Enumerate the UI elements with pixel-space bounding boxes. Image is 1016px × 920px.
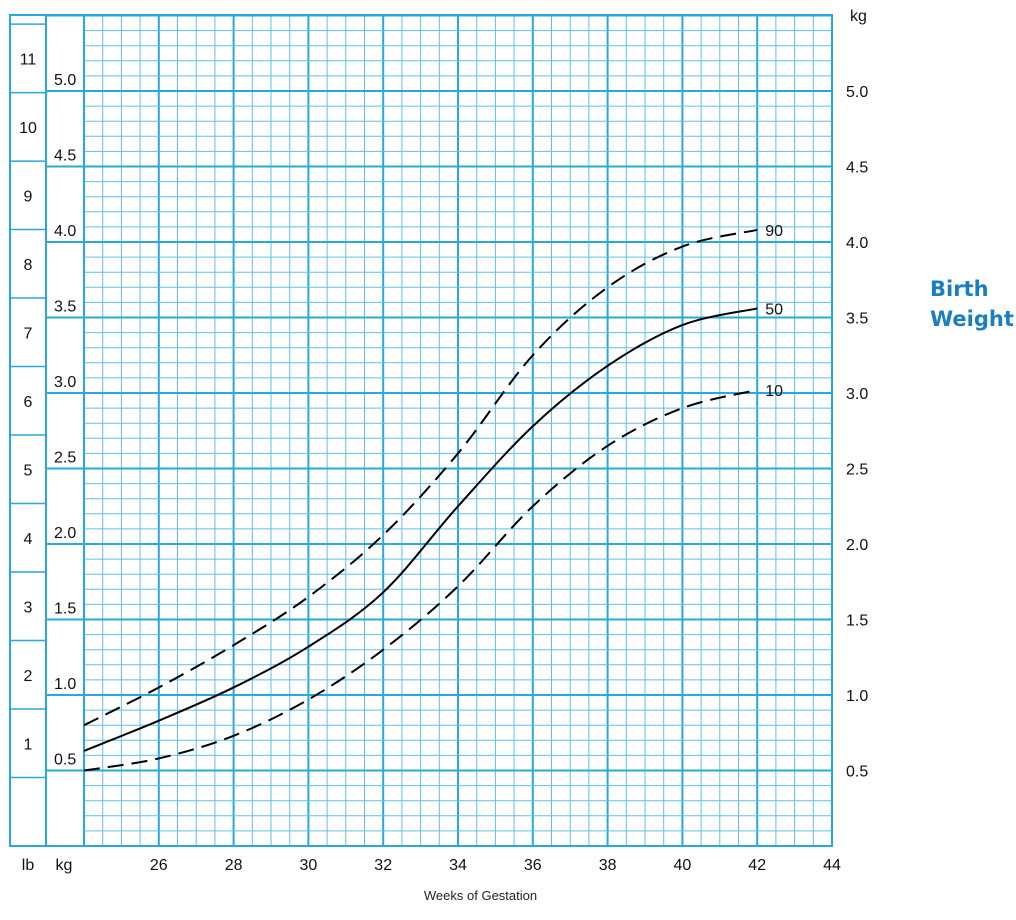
- kg-left-tick-label: 3.0: [54, 374, 76, 391]
- left-scale-strip: [9, 14, 85, 847]
- kg-column-border: [45, 14, 85, 847]
- x-tick-label: 26: [150, 857, 168, 874]
- chart-grid: [83, 14, 833, 847]
- x-tick-label: 40: [674, 857, 692, 874]
- lb-tick-label: 1: [24, 736, 33, 753]
- lb-tick-label: 8: [24, 257, 33, 274]
- series-group: [83, 228, 758, 772]
- kg-right-tick-label: 2.5: [846, 462, 868, 479]
- kg-left-tick-label: 1.5: [54, 601, 76, 618]
- kg-right-tick-label: 4.5: [846, 160, 868, 177]
- kg-right-tick-label: 5.0: [846, 84, 868, 101]
- lb-tick-label: 9: [24, 188, 33, 205]
- kg-left-tick-label: 4.0: [54, 223, 76, 240]
- lb-tick-label: 5: [24, 462, 33, 479]
- kg-right-tick-label: 1.0: [846, 688, 868, 705]
- kg-left-tick-label: 2.5: [54, 450, 76, 467]
- series-label-50: 50: [765, 301, 783, 318]
- grid-border: [83, 14, 833, 847]
- x-axis-label: Weeks of Gestation: [423, 888, 538, 903]
- kg-right-tick-label: 4.0: [846, 235, 868, 252]
- side-title-line2: Weight: [930, 307, 1014, 331]
- lb-tick-label: 4: [24, 531, 33, 548]
- x-tick-label: 34: [449, 857, 467, 874]
- series-label-10: 10: [765, 383, 783, 400]
- kg-left-tick-label: 5.0: [54, 72, 76, 89]
- lb-column-border: [9, 14, 47, 847]
- kg-right-tick-label: 2.0: [846, 537, 868, 554]
- kg-right-tick-label: 1.5: [846, 613, 868, 630]
- tick-labels: 12345678910110.51.01.52.02.53.03.54.04.5…: [19, 8, 868, 874]
- side-title-line1: Birth: [930, 277, 989, 301]
- lb-tick-label: 2: [24, 668, 33, 685]
- kg-left-tick-label: 4.5: [54, 148, 76, 165]
- series-line-90: [83, 228, 758, 727]
- x-tick-label: 32: [374, 857, 392, 874]
- side-title: Birth Weight: [930, 274, 1016, 334]
- right-kg-unit: kg: [850, 8, 867, 25]
- x-tick-label: 30: [300, 857, 318, 874]
- x-tick-label: 28: [225, 857, 243, 874]
- lb-tick-label: 11: [20, 51, 37, 68]
- kg-right-tick-label: 0.5: [846, 764, 868, 781]
- kg-left-tick-label: 3.5: [54, 299, 76, 316]
- series-label-90: 90: [765, 223, 783, 240]
- lb-tick-label: 7: [24, 325, 33, 342]
- kg-left-tick-label: 1.0: [54, 676, 76, 693]
- kg-left-tick-label: 0.5: [54, 752, 76, 769]
- lb-tick-label: 10: [19, 120, 37, 137]
- lb-column-header: lb: [22, 857, 35, 874]
- lb-tick-label: 3: [24, 599, 33, 616]
- x-tick-label: 44: [823, 857, 841, 874]
- series-line-10: [83, 389, 758, 772]
- series-line-50: [83, 307, 758, 752]
- lb-tick-label: 6: [24, 394, 33, 411]
- kg-left-tick-label: 2.0: [54, 525, 76, 542]
- x-tick-label: 42: [748, 857, 766, 874]
- x-tick-label: 38: [599, 857, 617, 874]
- kg-right-tick-label: 3.0: [846, 386, 868, 403]
- kg-column-header: kg: [56, 857, 73, 874]
- kg-right-tick-label: 3.5: [846, 311, 868, 328]
- x-tick-label: 36: [524, 857, 542, 874]
